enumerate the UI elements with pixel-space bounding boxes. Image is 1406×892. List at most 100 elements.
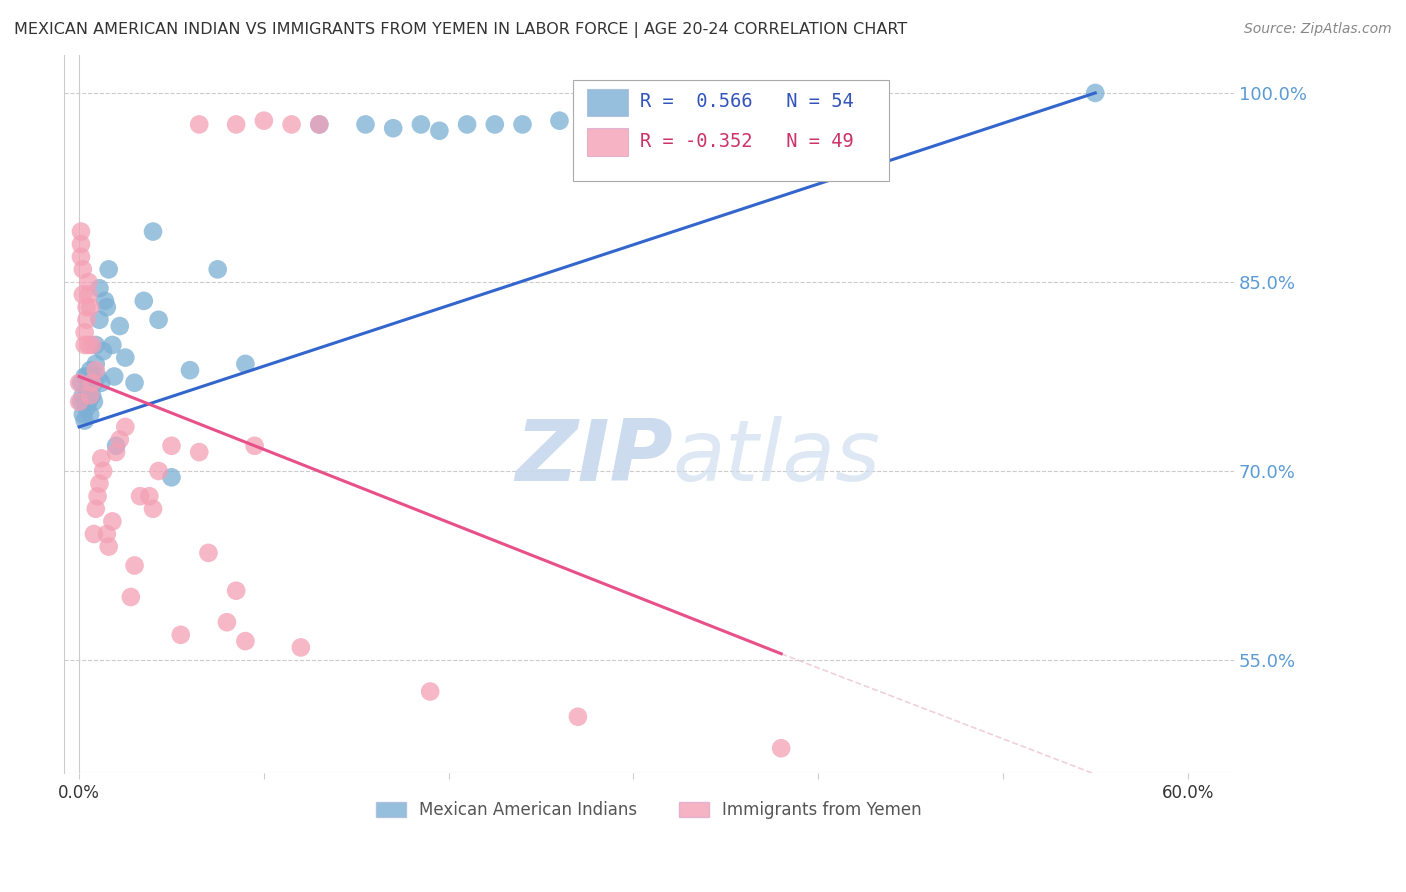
Point	[1084, 86, 1107, 100]
Point	[235, 357, 257, 371]
Point	[67, 394, 90, 409]
Point	[83, 527, 105, 541]
Point	[290, 640, 312, 655]
Point	[72, 262, 94, 277]
Point	[105, 439, 128, 453]
Text: Source: ZipAtlas.com: Source: ZipAtlas.com	[1244, 22, 1392, 37]
FancyBboxPatch shape	[574, 80, 889, 181]
Point	[567, 710, 589, 724]
Point	[77, 338, 100, 352]
Point	[84, 338, 107, 352]
Point	[72, 388, 94, 402]
Point	[79, 388, 101, 402]
Point	[280, 118, 302, 132]
Point	[124, 376, 146, 390]
Point	[142, 225, 165, 239]
Point	[89, 312, 111, 326]
Point	[188, 445, 211, 459]
Point	[142, 501, 165, 516]
Point	[382, 121, 405, 136]
Point	[84, 501, 107, 516]
Point	[103, 369, 125, 384]
Point	[86, 369, 108, 384]
Point	[188, 118, 211, 132]
Point	[70, 376, 93, 390]
Point	[70, 225, 93, 239]
Point	[76, 369, 98, 384]
Point	[73, 338, 96, 352]
Point	[235, 634, 257, 648]
Point	[76, 401, 98, 415]
Point	[80, 369, 103, 384]
Text: atlas: atlas	[672, 416, 880, 499]
Point	[84, 357, 107, 371]
Point	[225, 118, 247, 132]
Point	[132, 293, 155, 308]
Point	[89, 281, 111, 295]
Point	[409, 118, 432, 132]
Point	[148, 312, 170, 326]
Point	[101, 515, 124, 529]
Point	[73, 394, 96, 409]
Text: R = -0.352   N = 49: R = -0.352 N = 49	[640, 132, 853, 151]
Point	[77, 275, 100, 289]
Point	[91, 344, 114, 359]
Bar	[588, 128, 628, 156]
Point	[67, 376, 90, 390]
Point	[70, 394, 93, 409]
Bar	[588, 89, 628, 116]
Point	[101, 338, 124, 352]
Point	[83, 376, 105, 390]
Point	[308, 118, 330, 132]
Point	[73, 369, 96, 384]
Point	[179, 363, 201, 377]
Point	[138, 489, 160, 503]
Point	[77, 376, 100, 390]
Point	[354, 118, 377, 132]
Point	[80, 388, 103, 402]
Point	[79, 388, 101, 402]
Point	[70, 250, 93, 264]
Point	[94, 293, 117, 308]
Point	[429, 124, 451, 138]
Point	[160, 439, 183, 453]
Point	[456, 118, 478, 132]
Point	[72, 407, 94, 421]
Point	[96, 300, 118, 314]
Point	[76, 312, 98, 326]
Point	[80, 338, 103, 352]
Text: MEXICAN AMERICAN INDIAN VS IMMIGRANTS FROM YEMEN IN LABOR FORCE | AGE 20-24 CORR: MEXICAN AMERICAN INDIAN VS IMMIGRANTS FR…	[14, 22, 907, 38]
Text: R =  0.566   N = 54: R = 0.566 N = 54	[640, 93, 853, 112]
Point	[207, 262, 229, 277]
Point	[197, 546, 219, 560]
Point	[243, 439, 266, 453]
Point	[603, 113, 626, 128]
Point	[160, 470, 183, 484]
Point	[79, 300, 101, 314]
Point	[80, 376, 103, 390]
Point	[124, 558, 146, 573]
Point	[96, 527, 118, 541]
Point	[170, 628, 193, 642]
Point	[419, 684, 441, 698]
Point	[308, 118, 330, 132]
Point	[72, 287, 94, 301]
Point	[77, 394, 100, 409]
Point	[105, 445, 128, 459]
Point	[148, 464, 170, 478]
Point	[70, 237, 93, 252]
Point	[97, 262, 120, 277]
Point	[225, 583, 247, 598]
Point	[512, 118, 534, 132]
Point	[79, 363, 101, 377]
Point	[90, 376, 112, 390]
Point	[76, 300, 98, 314]
Point	[73, 414, 96, 428]
Point	[79, 407, 101, 421]
Point	[77, 287, 100, 301]
Point	[108, 319, 131, 334]
Legend: Mexican American Indians, Immigrants from Yemen: Mexican American Indians, Immigrants fro…	[370, 795, 929, 826]
Point	[73, 326, 96, 340]
Point	[108, 433, 131, 447]
Point	[83, 394, 105, 409]
